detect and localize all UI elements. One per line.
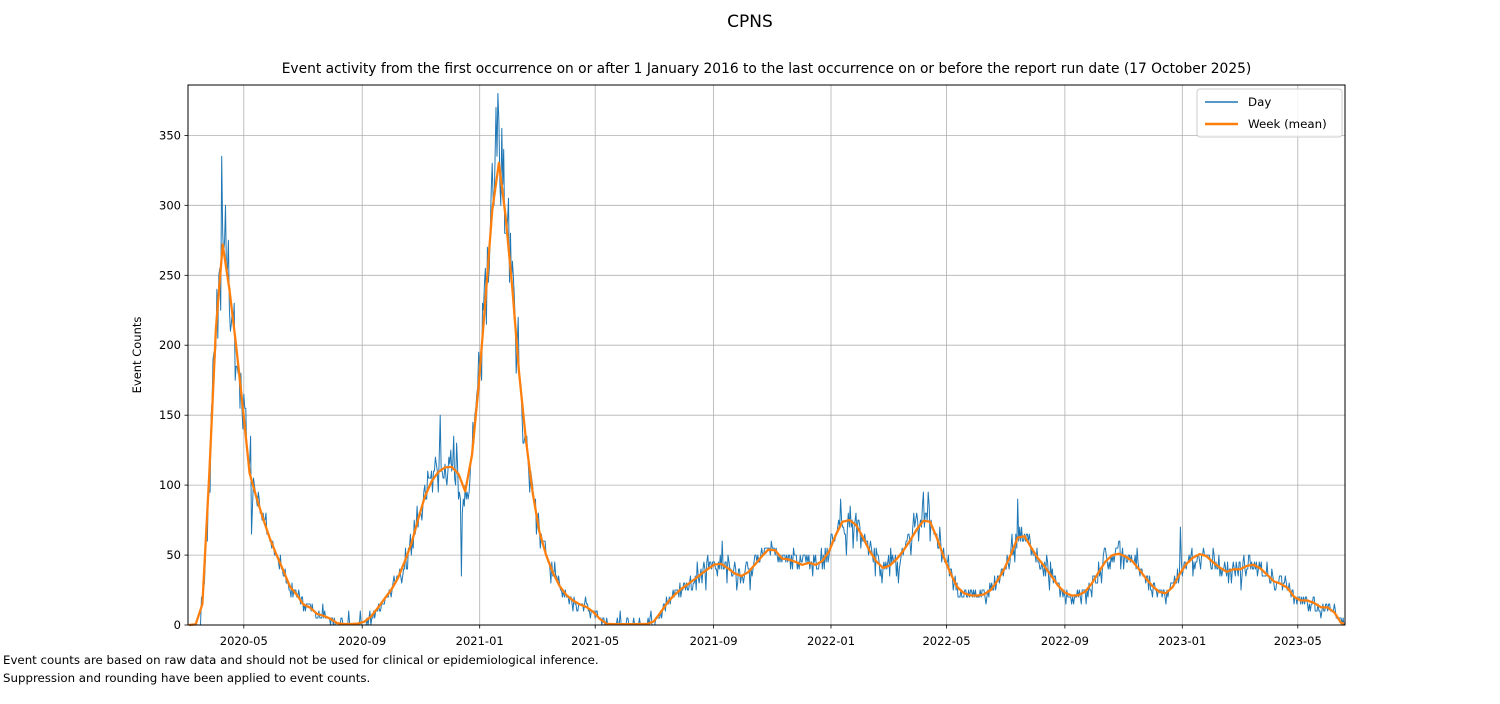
figure-title: CPNS bbox=[727, 12, 773, 32]
y-axis: 0 50 100 150 200 250 300 350 bbox=[159, 128, 188, 632]
y-tick-label: 100 bbox=[159, 478, 181, 492]
y-tick-label: 350 bbox=[159, 128, 181, 142]
y-tick-label: 250 bbox=[159, 268, 181, 282]
legend: Day Week (mean) bbox=[1196, 88, 1343, 138]
y-tick-label: 300 bbox=[159, 198, 181, 212]
y-tick-label: 50 bbox=[166, 548, 181, 562]
x-tick-label: 2020-09 bbox=[338, 634, 386, 648]
x-tick-label: 2022-09 bbox=[1041, 634, 1089, 648]
y-tick-label: 150 bbox=[159, 408, 181, 422]
x-tick-label: 2021-09 bbox=[690, 634, 738, 648]
x-tick-label: 2022-01 bbox=[807, 634, 855, 648]
x-axis: 2020-05 2020-09 2021-01 2021-05 2021-09 2022-… bbox=[220, 625, 1322, 648]
plot-border bbox=[187, 84, 1346, 626]
x-tick-label: 2021-05 bbox=[571, 634, 619, 648]
grid bbox=[188, 85, 1345, 626]
footer-line-2: Suppression and rounding have been appli… bbox=[3, 671, 371, 685]
y-tick-label: 0 bbox=[174, 618, 181, 632]
x-tick-label: 2023-05 bbox=[1274, 634, 1322, 648]
footer-note: Event counts are based on raw data and s… bbox=[3, 651, 599, 687]
legend-day-label: Day bbox=[1248, 95, 1271, 109]
x-tick-label: 2020-05 bbox=[220, 634, 268, 648]
axes-title: Event activity from the first occurrence… bbox=[281, 61, 1252, 77]
week-line bbox=[188, 161, 1345, 627]
y-tick-label: 200 bbox=[159, 338, 181, 352]
legend-week-label: Week (mean) bbox=[1248, 117, 1327, 131]
x-tick-label: 2021-01 bbox=[456, 634, 504, 648]
x-tick-label: 2022-05 bbox=[922, 634, 970, 648]
x-tick-label: 2023-01 bbox=[1158, 634, 1206, 648]
footer-line-1: Event counts are based on raw data and s… bbox=[3, 653, 599, 667]
y-axis-title: Event Counts bbox=[130, 317, 144, 394]
